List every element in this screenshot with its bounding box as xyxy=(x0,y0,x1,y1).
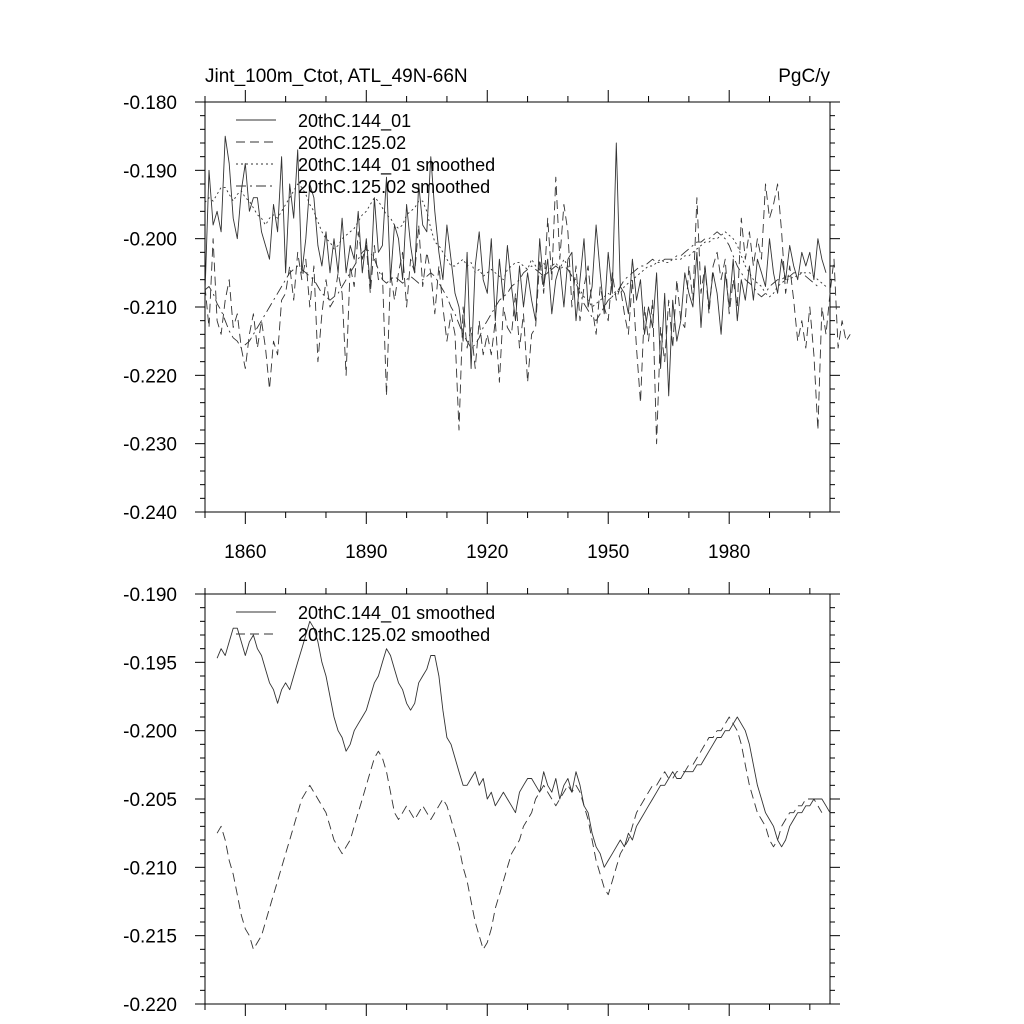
legend-label-1: 20thC.144_01 xyxy=(298,111,411,132)
legend-label-3: 20thC.144_01 smoothed xyxy=(298,155,495,176)
legend-label-2: 20thC.125.02 xyxy=(298,133,406,153)
legend-label-4: 20thC.125.02 smoothed xyxy=(298,177,490,197)
y-tick-label: -0.205 xyxy=(123,790,177,811)
x-tick-label: 1920 xyxy=(466,542,508,563)
series-line-1 xyxy=(204,135,827,397)
y-tick-label: -0.195 xyxy=(123,653,177,674)
y-tick-label: -0.210 xyxy=(123,858,177,879)
legend-label-2: 20thC.125.02 smoothed xyxy=(298,625,490,645)
chart-units: PgC/y xyxy=(778,66,830,87)
y-tick-label: -0.210 xyxy=(123,298,177,319)
y-tick-label: -0.215 xyxy=(123,927,177,948)
series-line-2 xyxy=(204,176,851,445)
plot-frame xyxy=(204,593,831,1005)
y-tick-label: -0.220 xyxy=(123,995,177,1016)
series-line-1 xyxy=(216,620,831,868)
y-tick-label: -0.220 xyxy=(123,366,177,387)
y-tick-label: -0.190 xyxy=(123,585,177,606)
y-tick-label: -0.200 xyxy=(123,722,177,743)
x-tick-label: 1980 xyxy=(708,542,750,563)
x-tick-label: 1860 xyxy=(224,542,266,563)
series-line-3 xyxy=(204,183,827,308)
y-tick-label: -0.200 xyxy=(123,230,177,251)
bottom-panel: -0.190 -0.195 -0.200 -0.205 -0.210 -0.215 -0.2… xyxy=(123,582,840,1016)
y-tick-label: -0.180 xyxy=(123,93,177,114)
top-panel: -0.180 -0.190 -0.200 -0.210 -0.220 -0.230 -0.2… xyxy=(123,66,851,563)
y-tick-label: -0.240 xyxy=(123,503,177,524)
chart-title: Jint_100m_Ctot, ATL_49N-66N xyxy=(205,66,468,87)
series-line-4 xyxy=(204,231,819,349)
y-tick-label: -0.190 xyxy=(123,161,177,182)
legend-label-1: 20thC.144_01 smoothed xyxy=(298,603,495,624)
y-tick-label: -0.230 xyxy=(123,435,177,456)
x-tick-label: 1950 xyxy=(587,542,629,563)
series-line-2 xyxy=(216,716,823,950)
x-tick-label: 1890 xyxy=(345,542,387,563)
